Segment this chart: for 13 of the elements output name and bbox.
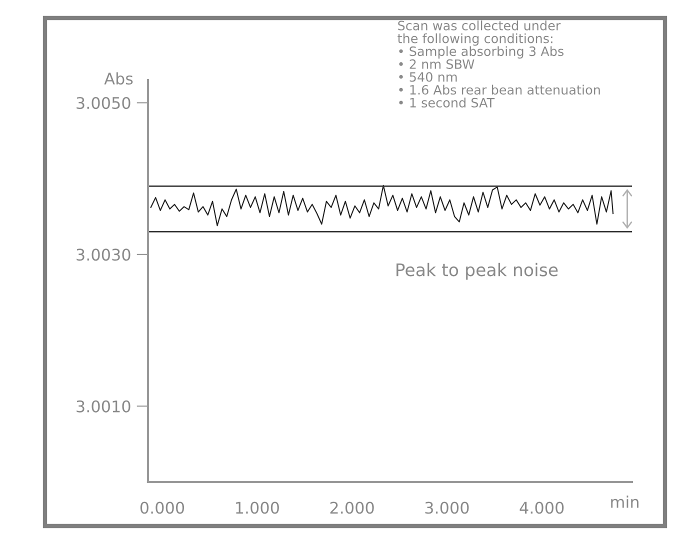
x-tick-label: 2.000: [330, 502, 374, 514]
y-tick-label: 3.0010: [76, 400, 130, 412]
annotation: Peak to peak noise: [396, 262, 558, 280]
y-tick-label: 3.0050: [76, 96, 130, 110]
x-tick-label: 4.000: [520, 502, 564, 514]
x-tick-label: 0.000: [140, 502, 184, 514]
y-axis-title: Abs: [104, 72, 133, 85]
line-series: [150, 184, 614, 226]
x-tick-label: 1.000: [236, 502, 279, 514]
x-axis-title: min: [611, 496, 638, 508]
annotation: Scan was collected under the following conditions: • Sample absorbing 3 Abs • 2 nm SBW • 540 nm • 1.6 Abs rear bean attenuation • 1 second SAT: [398, 20, 600, 108]
y-tick-label: 3.0030: [76, 248, 130, 261]
x-tick-label: 3.000: [425, 502, 469, 514]
